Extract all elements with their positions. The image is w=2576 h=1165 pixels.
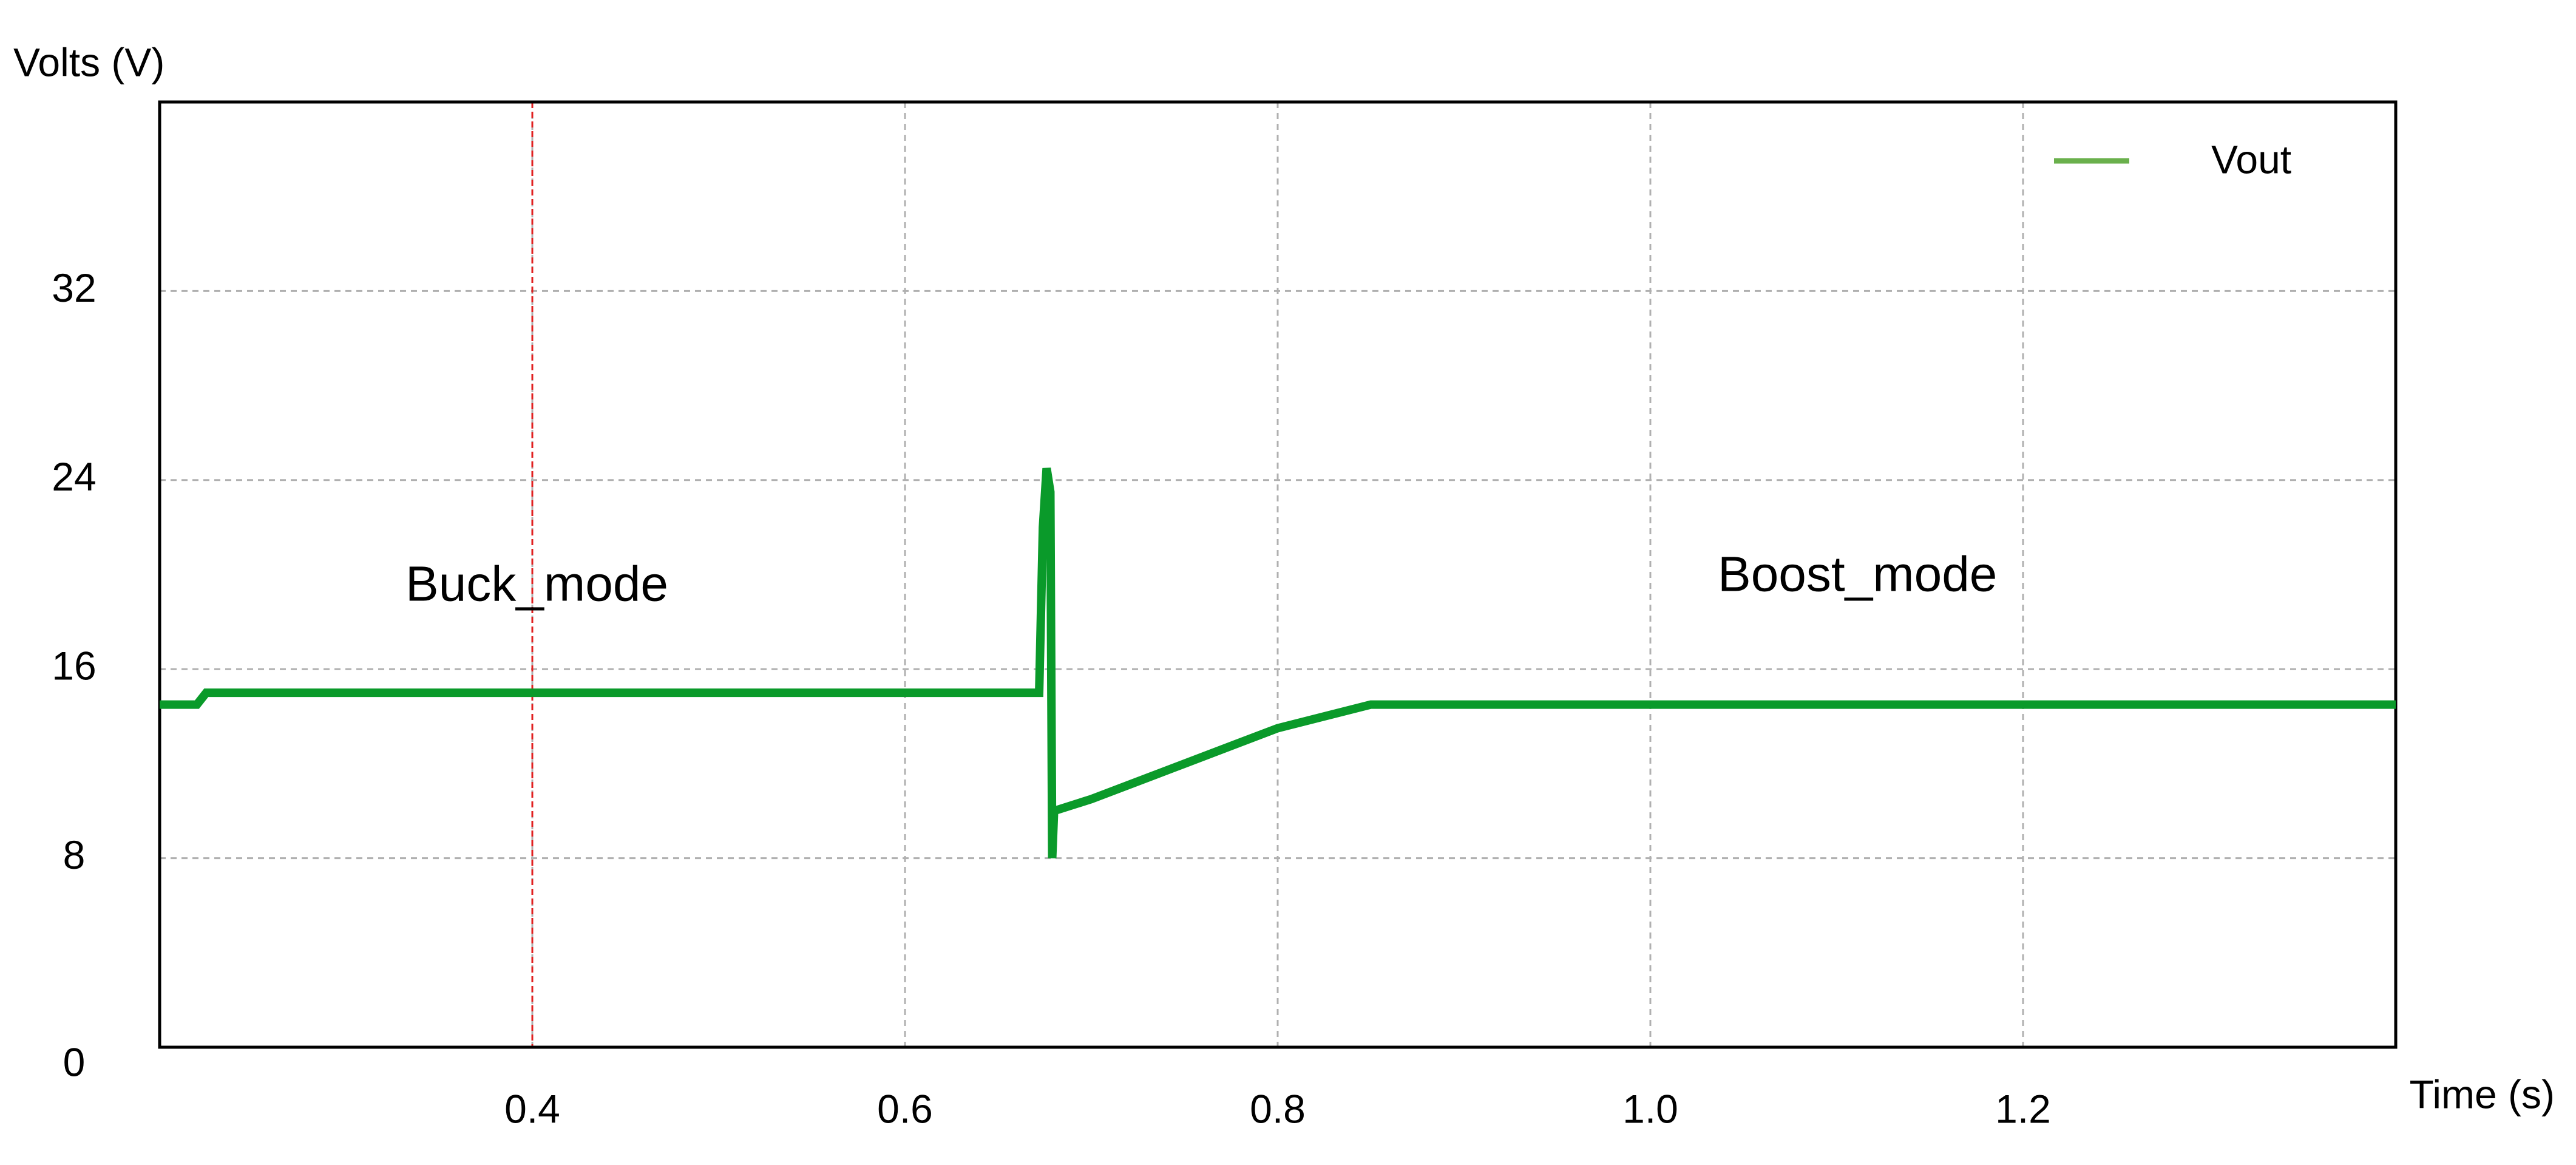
x-tick-label: 0.4 xyxy=(504,1086,560,1131)
plot-border xyxy=(158,100,2398,1049)
x-tick-label: 1.2 xyxy=(1995,1086,2051,1131)
series-line xyxy=(160,467,2396,858)
y-tick-label: 32 xyxy=(52,265,96,310)
x-axis-label: Time (s) xyxy=(2409,1072,2555,1116)
x-tick-label: 0.6 xyxy=(877,1086,933,1131)
x-tick-label: 0.8 xyxy=(1250,1086,1306,1131)
annotation: Buck_mode xyxy=(405,557,668,612)
y-tick-label: 16 xyxy=(52,644,96,688)
legend-label: Vout xyxy=(2211,137,2291,182)
y-axis-label: Volts (V) xyxy=(13,39,164,84)
x-tick-label: 1.0 xyxy=(1622,1086,1678,1131)
annotation: Boost_mode xyxy=(1718,547,1997,602)
y-tick-label: 8 xyxy=(63,832,86,877)
y-tick-label: 24 xyxy=(52,454,96,499)
y-tick-label: 0 xyxy=(63,1039,86,1084)
